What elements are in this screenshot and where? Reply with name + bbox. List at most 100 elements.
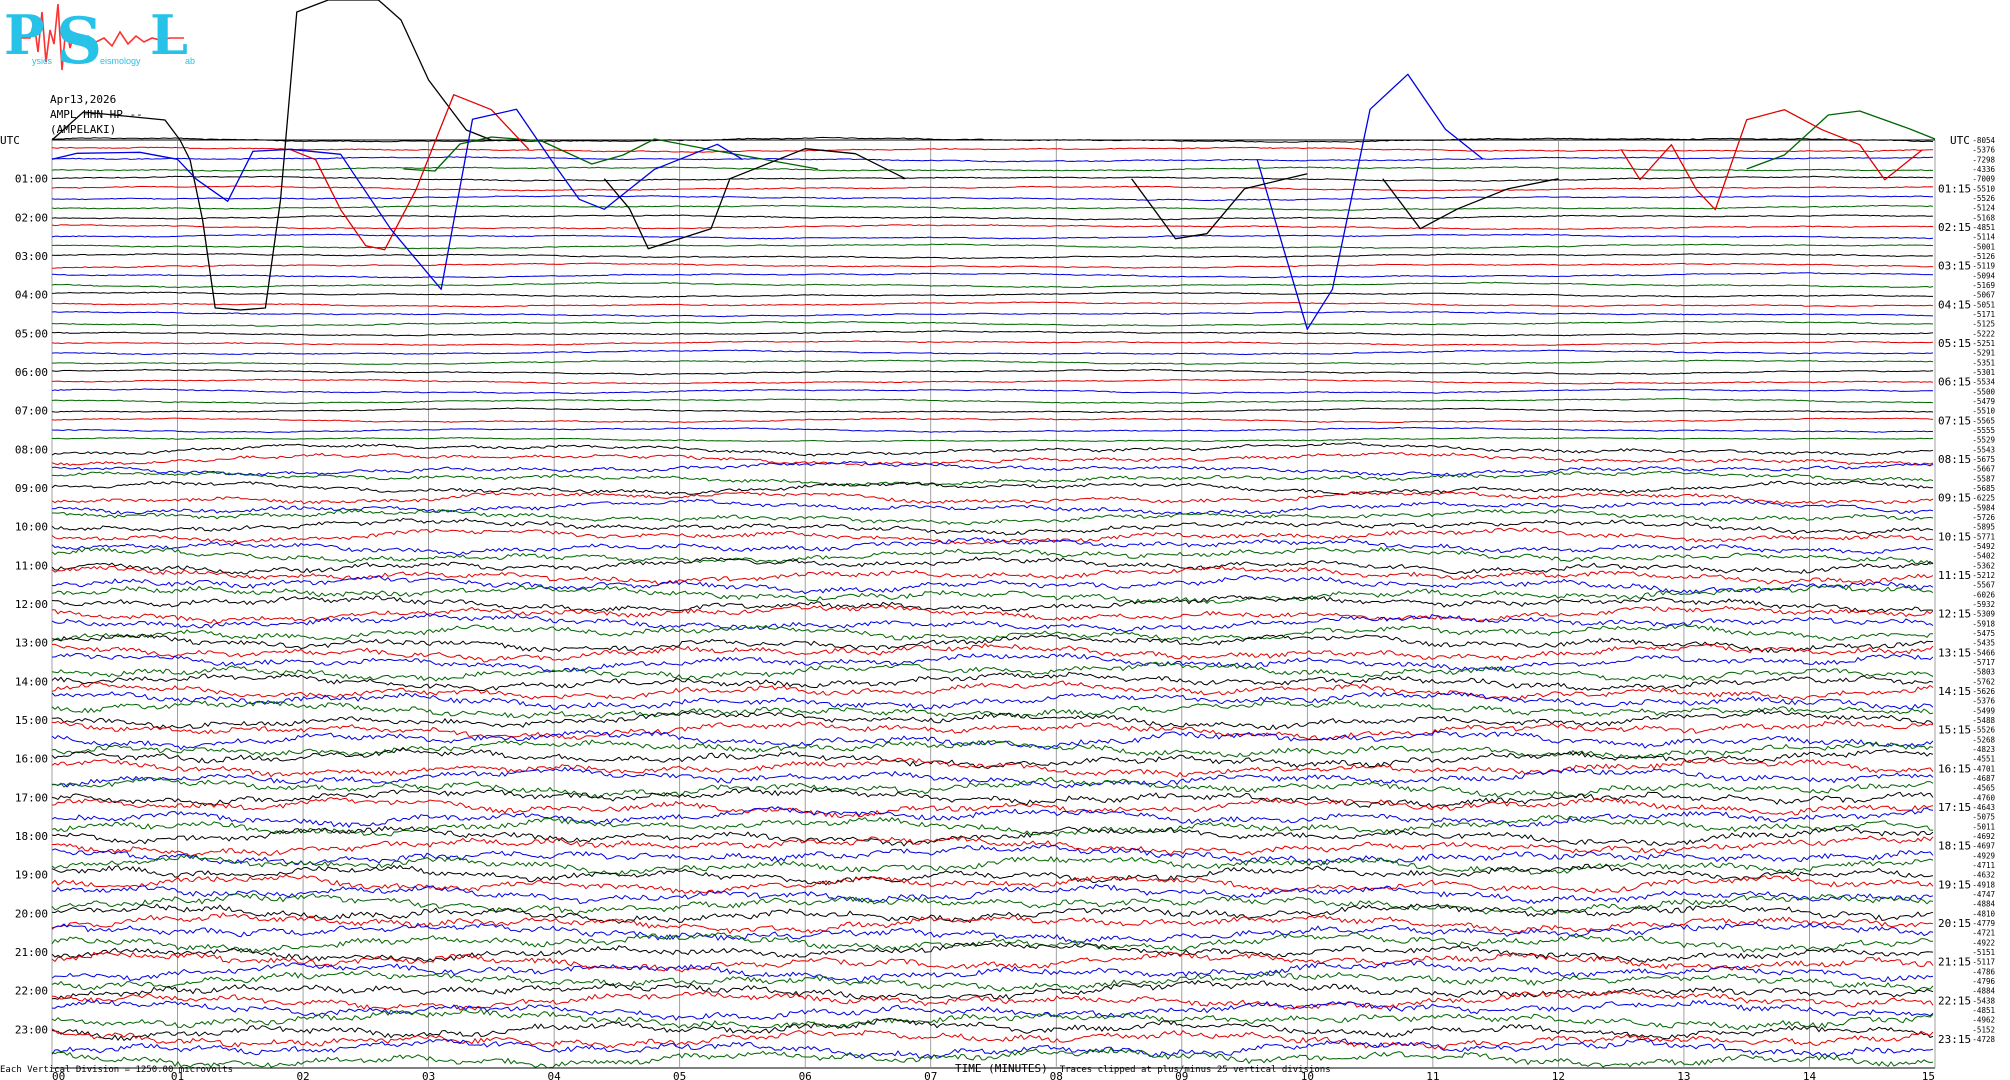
- seismic-trace-80: [51, 903, 1934, 924]
- hour-label-left: 18:00: [15, 830, 48, 843]
- trace-mean-label: -4551: [1972, 755, 1995, 764]
- hour-label-right: 21:15: [1938, 956, 1971, 969]
- seismic-trace-74: [51, 844, 1934, 866]
- trace-mean-label: -4643: [1972, 803, 1995, 812]
- seismic-trace-59: [51, 699, 1934, 719]
- seismic-trace-32: [51, 441, 1934, 457]
- seismic-trace-30: [51, 426, 1934, 433]
- seismic-trace-76: [51, 863, 1934, 886]
- seismic-trace-56: [51, 671, 1934, 692]
- trace-excursion-1: [403, 136, 818, 172]
- seismic-trace-35: [51, 470, 1934, 486]
- seismic-trace-16: [51, 291, 1933, 298]
- seismic-trace-93: [51, 1028, 1934, 1050]
- trace-mean-label: -5222: [1972, 329, 1995, 338]
- seismic-trace-26: [51, 388, 1934, 395]
- logo-word-physics: ysics: [32, 56, 52, 66]
- seismic-trace-83: [51, 932, 1933, 954]
- hour-label-right: 01:15: [1938, 182, 1971, 195]
- trace-excursion-3: [290, 94, 530, 251]
- seismic-trace-28: [51, 407, 1934, 414]
- hour-label-left: 22:00: [15, 985, 48, 998]
- seismic-trace-81: [51, 912, 1934, 935]
- trace-mean-label: -4823: [1972, 745, 1995, 754]
- hour-label-left: 19:00: [15, 869, 48, 882]
- logo-word-lab: ab: [185, 56, 196, 66]
- trace-mean-label: -4565: [1972, 784, 1995, 793]
- trace-mean-label: -5438: [1972, 996, 1995, 1005]
- seismic-trace-87: [51, 970, 1934, 992]
- hour-label-right: 04:15: [1938, 298, 1971, 311]
- seismic-trace-75: [51, 854, 1934, 876]
- seismic-trace-46: [52, 574, 1934, 595]
- hour-label-left: 01:00: [15, 173, 48, 186]
- trace-mean-label: -5171: [1972, 310, 1995, 319]
- trace-mean-label: -5376: [1972, 697, 1995, 706]
- x-tick-label: 13: [1677, 1070, 1690, 1080]
- x-tick-label: 06: [799, 1070, 812, 1080]
- trace-excursion-7: [603, 148, 906, 250]
- trace-mean-label: -5435: [1972, 639, 1995, 648]
- seismic-trace-38: [51, 498, 1934, 515]
- hour-label-right: 19:15: [1938, 878, 1971, 891]
- trace-mean-label: -5895: [1972, 523, 1995, 532]
- seismic-trace-43: [51, 546, 1934, 565]
- seismic-trace-50: [51, 613, 1934, 633]
- hour-label-left: 15:00: [15, 714, 48, 727]
- seismic-trace-52: [51, 633, 1934, 653]
- trace-mean-label: -5526: [1972, 726, 1995, 735]
- trace-mean-label: -5534: [1972, 378, 1995, 387]
- seismic-trace-29: [51, 417, 1934, 424]
- trace-mean-label: -4728: [1972, 1035, 1995, 1044]
- seismic-trace-89: [51, 989, 1934, 1011]
- trace-mean-label: -5488: [1972, 716, 1995, 725]
- trace-mean-label: -5762: [1972, 677, 1995, 686]
- trace-mean-label: -5126: [1972, 252, 1995, 261]
- x-tick-label: 00: [52, 1070, 65, 1080]
- trace-mean-label: -4884: [1972, 900, 1995, 909]
- hour-label-left: 04:00: [15, 289, 48, 302]
- x-axis-label: TIME (MINUTES): [955, 1062, 1048, 1075]
- trace-mean-label: -6026: [1972, 590, 1995, 599]
- header-date: Apr13,2026: [50, 93, 117, 106]
- seismic-trace-61: [51, 719, 1934, 741]
- trace-mean-label: -5119: [1972, 262, 1995, 271]
- trace-mean-label: -5500: [1972, 387, 1995, 396]
- x-tick-label: 07: [924, 1070, 937, 1080]
- seismic-trace-15: [51, 281, 1934, 289]
- seismic-trace-90: [51, 999, 1934, 1021]
- hour-label-left: 17:00: [15, 791, 48, 804]
- seismic-trace-23: [51, 359, 1934, 365]
- trace-mean-label: -5526: [1972, 194, 1995, 203]
- trace-mean-label: -5168: [1972, 213, 1995, 222]
- seismic-trace-27: [51, 397, 1934, 405]
- trace-mean-label: -4962: [1972, 1016, 1995, 1025]
- seismic-trace-40: [51, 517, 1934, 536]
- trace-mean-label: -4747: [1972, 890, 1995, 899]
- trace-mean-label: -5117: [1972, 958, 1995, 967]
- x-tick-label: 09: [1175, 1070, 1188, 1080]
- hour-label-left: 02:00: [15, 211, 48, 224]
- hour-label-right: 23:15: [1938, 1033, 1971, 1046]
- seismic-trace-12: [51, 252, 1934, 260]
- seismic-trace-60: [52, 709, 1934, 731]
- trace-excursion-6: [1256, 73, 1484, 330]
- seismic-trace-33: [51, 451, 1934, 467]
- hour-label-right: 07:15: [1938, 414, 1971, 427]
- trace-mean-label: -4760: [1972, 793, 1995, 802]
- y-axis-label-left: UTC: [0, 134, 20, 147]
- hour-label-right: 13:15: [1938, 646, 1971, 659]
- hour-label-right: 20:15: [1938, 917, 1971, 930]
- trace-mean-label: -4786: [1972, 967, 1995, 976]
- logo-word-seismology: eismology: [100, 56, 141, 66]
- seismic-trace-91: [51, 1008, 1934, 1031]
- seismic-trace-22: [51, 349, 1934, 356]
- seismic-trace-9: [51, 224, 1934, 231]
- trace-mean-label: -4779: [1972, 919, 1995, 928]
- hour-label-left: 05:00: [15, 327, 48, 340]
- seismic-trace-7: [51, 204, 1934, 211]
- trace-mean-label: -5529: [1972, 436, 1995, 445]
- seismic-trace-57: [51, 680, 1934, 701]
- hour-label-right: 22:15: [1938, 994, 1971, 1007]
- seismic-trace-37: [51, 491, 1934, 505]
